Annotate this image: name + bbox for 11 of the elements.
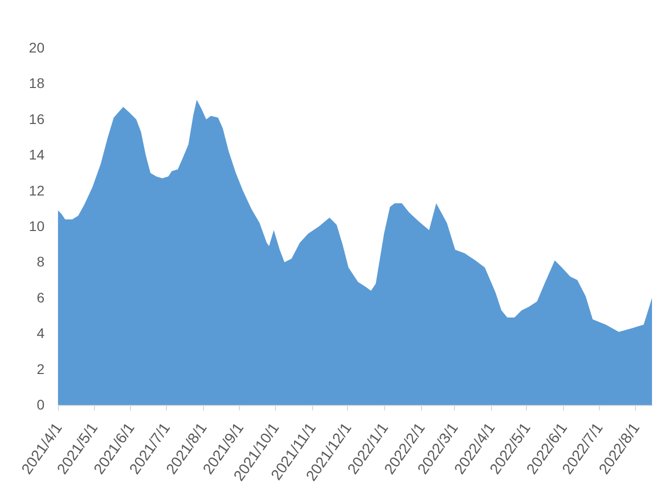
y-tick-label: 6 <box>36 289 45 306</box>
y-tick-label: 4 <box>36 325 45 342</box>
y-tick-label: 2 <box>36 360 45 377</box>
y-tick-label: 14 <box>28 146 45 163</box>
y-tick-label: 8 <box>36 254 45 270</box>
y-tick-label: 12 <box>28 182 45 198</box>
y-tick-label: 20 <box>28 40 45 56</box>
y-tick-label: 16 <box>28 110 45 127</box>
y-tick-label: 18 <box>28 75 45 92</box>
y-tick-label: 10 <box>28 218 45 234</box>
y-tick-label: 0 <box>36 396 45 412</box>
